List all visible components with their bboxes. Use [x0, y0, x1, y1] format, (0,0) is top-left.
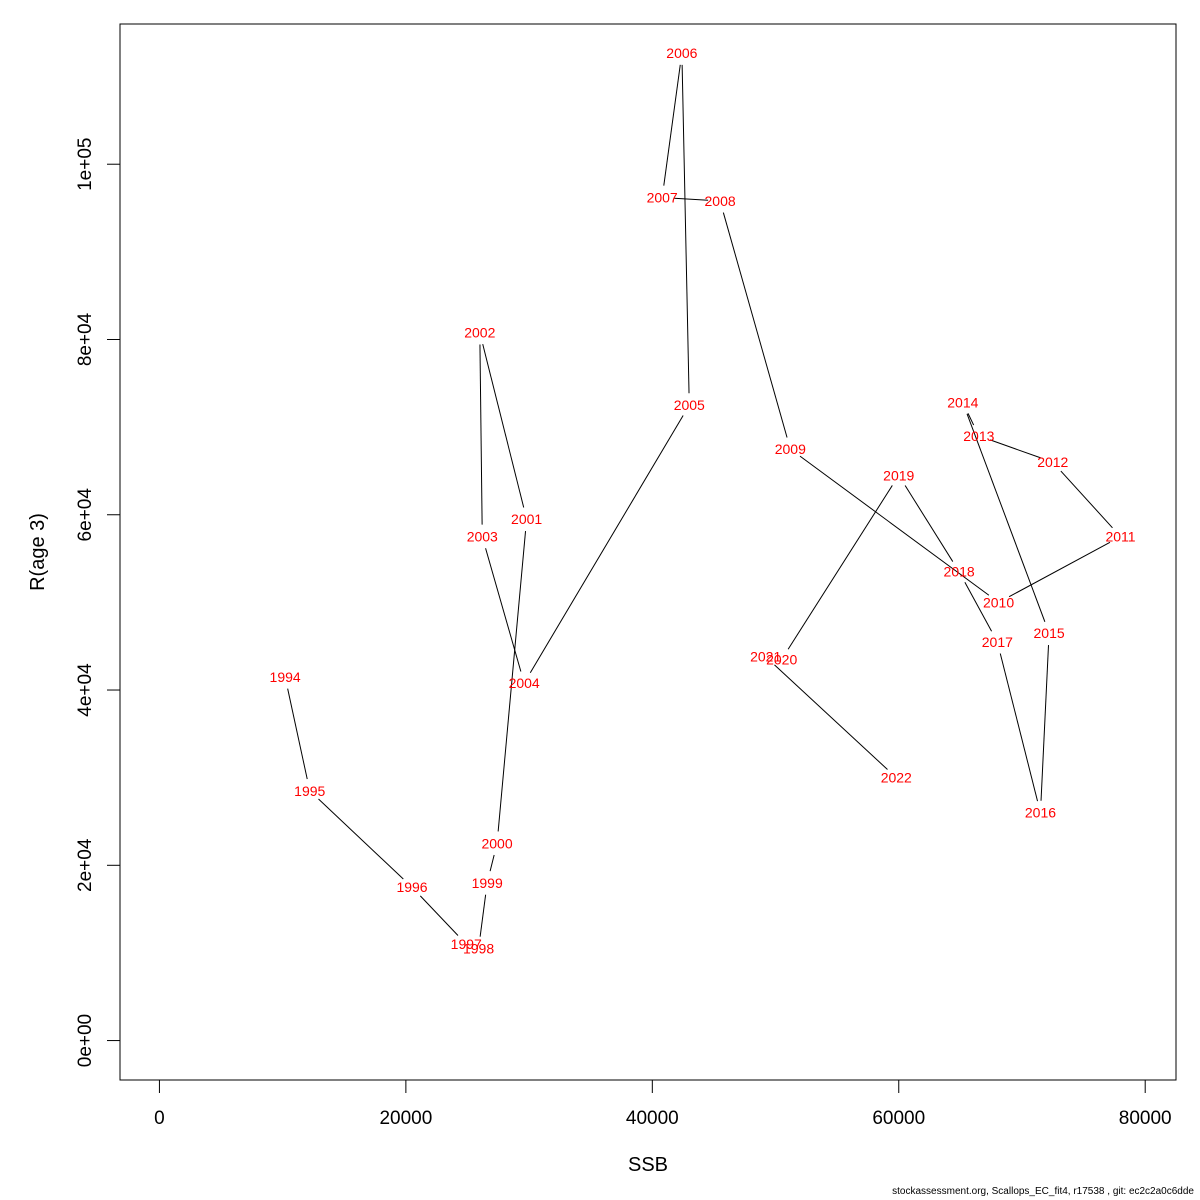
series-segment: [999, 653, 1039, 802]
year-label-2007: 2007: [647, 190, 678, 206]
series-segment: [722, 212, 788, 438]
year-label-2011: 2011: [1105, 529, 1135, 545]
year-label-2006: 2006: [666, 45, 697, 61]
year-label-2017: 2017: [982, 634, 1013, 650]
year-label-2014: 2014: [947, 395, 978, 411]
year-label-2001: 2001: [511, 511, 542, 527]
series-segment: [989, 439, 1042, 459]
year-label-1999: 1999: [472, 875, 503, 891]
series-segment: [287, 688, 308, 780]
y-tick-label: 8e+04: [75, 312, 96, 366]
year-label-2008: 2008: [705, 193, 736, 209]
series-segment: [663, 64, 681, 186]
year-label-1995: 1995: [294, 783, 325, 799]
series-segment: [774, 664, 888, 770]
year-label-1998: 1998: [463, 941, 494, 957]
y-tick-label: 2e+04: [75, 838, 96, 892]
series-segment: [799, 455, 990, 596]
year-label-2022: 2022: [881, 770, 912, 786]
series-segment: [964, 582, 993, 632]
x-tick-label: 60000: [872, 1108, 925, 1129]
x-axis-title: SSB: [628, 1154, 668, 1176]
year-label-1996: 1996: [396, 879, 427, 895]
series-segment: [904, 485, 954, 562]
year-label-2005: 2005: [674, 397, 705, 413]
series-segment: [497, 531, 527, 832]
year-label-1994: 1994: [270, 669, 301, 685]
x-tick-label: 40000: [626, 1108, 679, 1129]
y-axis-title: R(age 3): [27, 513, 49, 591]
year-label-2021: 2021: [750, 649, 781, 665]
year-label-2013: 2013: [963, 428, 994, 444]
x-axis: 0 20000 40000 60000 80000: [154, 1079, 1172, 1129]
year-label-2004: 2004: [509, 675, 540, 691]
y-tick-label: 6e+04: [75, 488, 96, 542]
series-segment: [1060, 470, 1113, 529]
year-label-2019: 2019: [883, 467, 914, 483]
series-segment: [966, 413, 1046, 622]
series-segment: [479, 894, 487, 937]
footer-credit: stockassessment.org, Scallops_EC_fit4, r…: [892, 1186, 1194, 1197]
year-label-2020: 2020: [766, 651, 797, 667]
year-label-2012: 2012: [1037, 454, 1068, 470]
y-tick-label: 1e+05: [75, 138, 96, 191]
series-segment: [318, 798, 404, 880]
year-label-1997: 1997: [451, 936, 482, 952]
year-label-2018: 2018: [944, 564, 975, 580]
series-segment: [674, 197, 709, 201]
series-segment: [967, 413, 975, 426]
y-tick-label: 4e+04: [75, 663, 96, 717]
series-segment: [482, 343, 525, 508]
year-label-2010: 2010: [983, 594, 1014, 610]
x-tick-label: 20000: [379, 1108, 432, 1129]
recruitment-series: [287, 64, 1113, 937]
series-segment: [479, 344, 483, 525]
series-segment: [787, 485, 893, 650]
series-segment: [529, 415, 684, 673]
series-segment: [1040, 645, 1050, 801]
series-segment: [419, 895, 459, 936]
year-label-2002: 2002: [464, 324, 495, 340]
y-tick-label: 0e+00: [75, 1014, 96, 1067]
x-tick-label: 0: [154, 1108, 165, 1129]
x-tick-label: 80000: [1119, 1108, 1172, 1129]
series-segment: [485, 548, 522, 672]
year-label-2003: 2003: [467, 529, 498, 545]
year-label-2009: 2009: [775, 441, 806, 457]
series-segment: [489, 854, 495, 872]
year-label-2000: 2000: [481, 835, 512, 851]
year-label-2015: 2015: [1034, 625, 1065, 641]
series-segment: [1008, 541, 1111, 598]
plot-box: [119, 23, 1177, 1081]
series-segment: [681, 64, 690, 394]
year-label-2016: 2016: [1025, 805, 1056, 821]
y-axis: 0e+00 2e+04 4e+04 6e+04 8e+04 1e+05: [75, 138, 121, 1067]
